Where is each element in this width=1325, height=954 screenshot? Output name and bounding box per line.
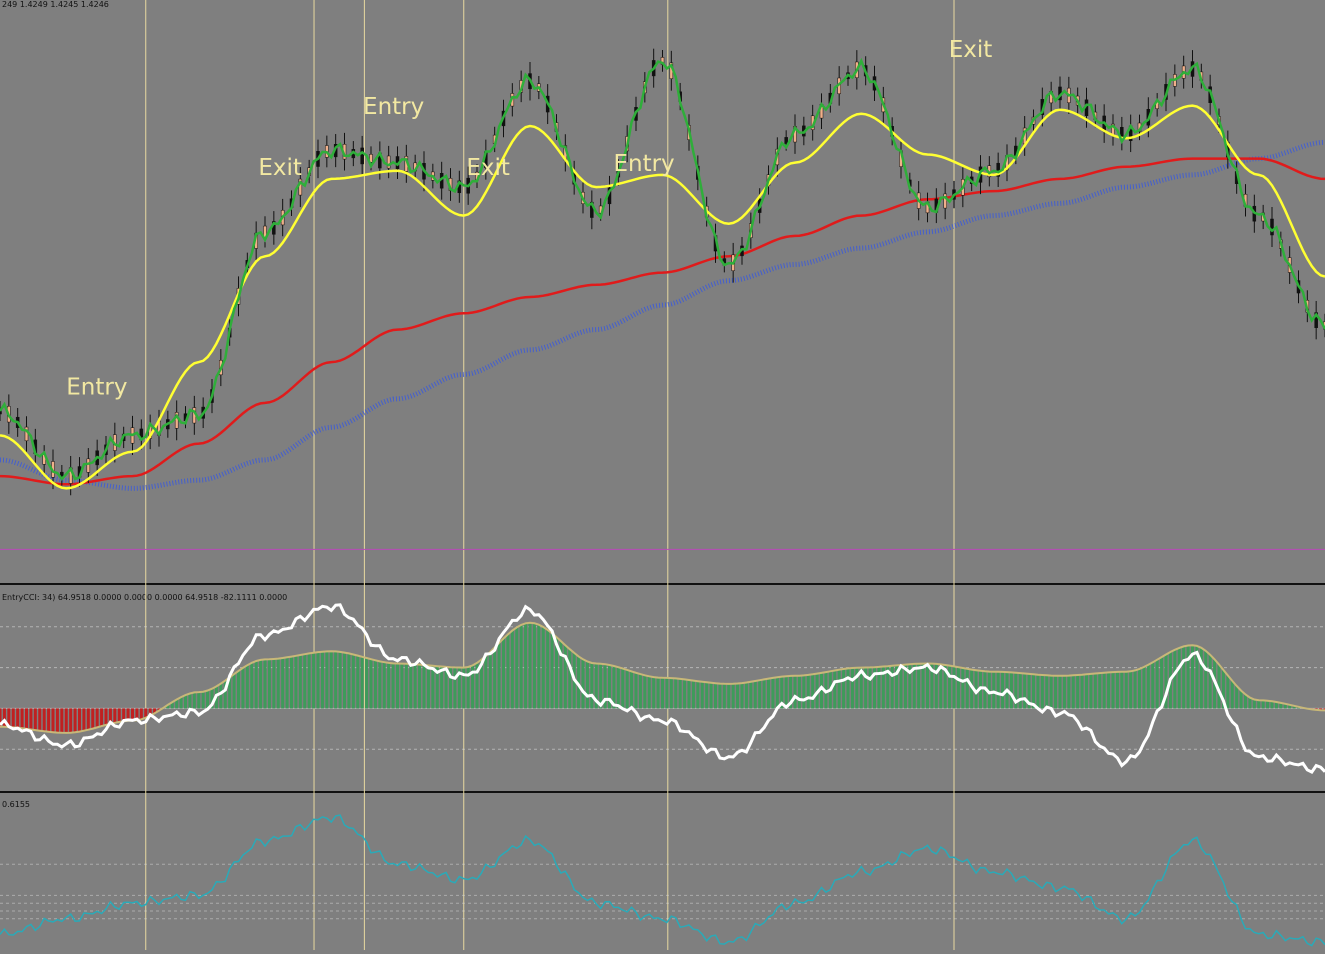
annotation-label: Exit [949,37,993,63]
osc-header-text: 0.6155 [2,800,30,809]
candle-body [785,137,788,143]
candle-body [87,459,90,473]
cci-header-text: EntryCCI: 34) 64.9518 0.0000 0.0000 0.00… [2,593,287,602]
price-header-text: 249 1.4249 1.4245 1.4246 [2,0,109,9]
annotation-label: Entry [66,375,127,401]
candle-body [1271,219,1274,235]
annotation-label: Entry [613,151,674,177]
candle-body [361,148,364,164]
annotation-label: Exit [258,155,302,181]
annotation-label: Entry [363,94,424,120]
annotation-label: Exit [466,155,510,181]
